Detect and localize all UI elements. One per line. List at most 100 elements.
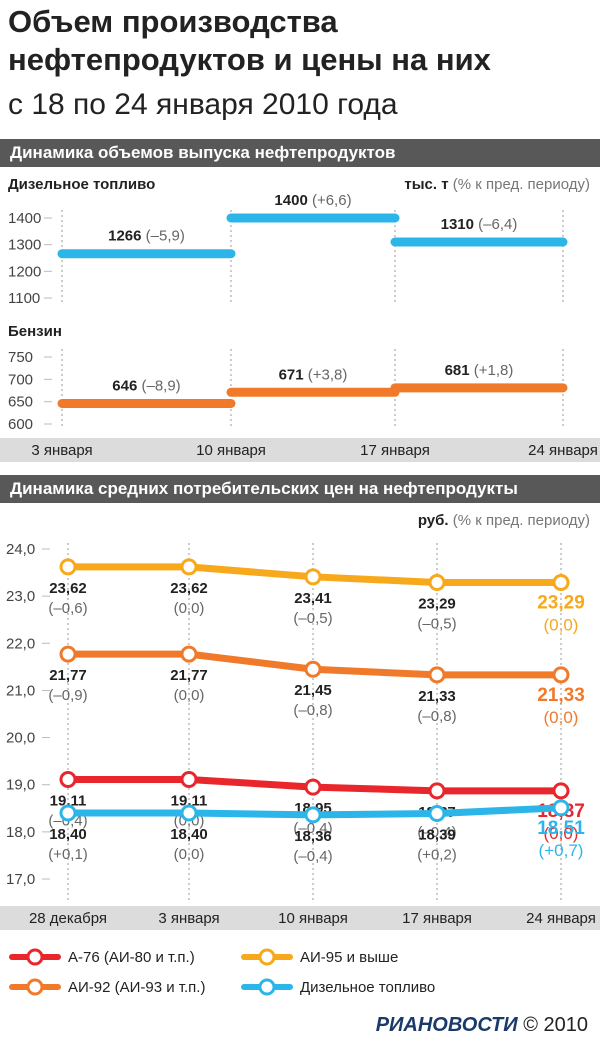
price-y-tick: 17,0 — [6, 871, 35, 888]
section2-header: Динамика средних потребительских цен на … — [0, 475, 600, 503]
price-change-label-ai92: (0,0) — [174, 687, 205, 704]
price-value-label-ai95: 23,29 — [418, 595, 456, 612]
price-point-diesel — [304, 806, 322, 824]
diesel-volume-step-label: 1400 (+6,6) — [274, 192, 351, 209]
price-value-label-ai95: 23,62 — [170, 580, 208, 597]
price-point-ai92 — [552, 666, 570, 684]
price-change-label-ai92: (–0,8) — [293, 702, 332, 719]
price-units: руб. (% к пред. периоду) — [418, 512, 590, 529]
gasoline-volume-title: Бензин — [8, 323, 62, 340]
price-point-ai92 — [180, 645, 198, 663]
price-change-label-ai95: (–0,6) — [48, 600, 87, 617]
price-value-label-a76: 19,11 — [50, 793, 87, 810]
legend-marker-ai95 — [258, 948, 276, 966]
legend-label-ai95: АИ-95 и выше — [300, 949, 398, 966]
price-change-label-ai95: (–0,5) — [293, 610, 332, 627]
price-x-tick: 28 декабря — [29, 910, 107, 927]
price-point-ai95 — [180, 558, 198, 576]
price-value-label-diesel: 18,40 — [170, 826, 208, 843]
price-point-ai92 — [59, 645, 77, 663]
gasoline-volume-step-label: 671 (+3,8) — [279, 366, 348, 383]
gasoline-volume-y-tick: 750 — [8, 349, 33, 366]
price-value-label-ai95: 23,62 — [49, 580, 87, 597]
price-value-label-diesel: 18,39 — [418, 826, 456, 843]
section1-header: Динамика объемов выпуска нефтепродуктов — [0, 139, 600, 167]
volume-units: тыс. т (% к пред. периоду) — [404, 176, 590, 193]
price-value-label-ai92: 21,45 — [294, 682, 332, 699]
diesel-volume-change-label: (–5,9) — [142, 228, 185, 245]
price-value-label-ai92: 21,33 — [418, 688, 456, 705]
diesel-volume-y-tick: 1100 — [8, 290, 40, 307]
diesel-volume-y-tick: 1400 — [8, 210, 41, 227]
diesel-volume-value-label: 1266 — [108, 228, 141, 245]
legend-marker-diesel — [258, 978, 276, 996]
price-change-label-ai92: (0,0) — [544, 708, 579, 727]
footer: РИАНОВОСТИ © 2010 — [376, 1014, 588, 1037]
diesel-volume-change-label: (–6,4) — [474, 216, 517, 233]
gasoline-volume-y-tick: 600 — [8, 416, 33, 433]
price-point-ai92 — [304, 660, 322, 678]
gasoline-volume-value-label: 646 — [112, 377, 137, 394]
volume-x-tick: 10 января — [196, 442, 266, 459]
price-point-a76 — [180, 771, 198, 789]
gasoline-volume-y-tick: 650 — [8, 394, 33, 411]
price-change-label-a76: (0,0) — [544, 824, 579, 843]
price-x-axis-band — [0, 906, 600, 930]
price-change-label-diesel: (–0,4) — [293, 848, 332, 865]
price-y-tick: 18,0 — [6, 824, 35, 841]
price-change-label-ai95: (0,0) — [544, 615, 579, 634]
price-y-tick: 21,0 — [6, 682, 35, 699]
price-value-label-ai95: 23,29 — [537, 592, 585, 613]
diesel-volume-value-label: 1400 — [274, 192, 307, 209]
title-line-2: нефтепродуктов и цены на них — [8, 42, 491, 77]
price-x-tick: 17 января — [402, 910, 472, 927]
volume-x-tick: 17 января — [360, 442, 430, 459]
gasoline-volume-change-label: (+3,8) — [304, 366, 348, 383]
price-value-label-ai92: 21,77 — [170, 667, 208, 684]
price-value-label-diesel: 18,51 — [537, 818, 585, 839]
legend-label-diesel: Дизельное топливо — [300, 979, 435, 996]
price-units-note: (% к пред. периоду) — [452, 512, 590, 529]
price-point-diesel — [552, 799, 570, 817]
diesel-volume-change-label: (+6,6) — [308, 192, 352, 209]
gasoline-volume-value-label: 681 — [445, 362, 470, 379]
price-y-tick: 20,0 — [6, 730, 35, 747]
price-point-a76 — [59, 771, 77, 789]
price-value-label-ai95: 23,41 — [294, 590, 332, 607]
price-y-tick: 19,0 — [6, 777, 35, 794]
copyright: © 2010 — [523, 1014, 588, 1036]
legend-label-ai92: АИ-92 (АИ-93 и т.п.) — [68, 979, 205, 996]
title-line-3: с 18 по 24 января 2010 года — [8, 88, 398, 121]
price-y-tick: 24,0 — [6, 541, 35, 558]
price-change-label-diesel: (+0,2) — [417, 846, 457, 863]
price-point-a76 — [428, 782, 446, 800]
volume-units-note: (% к пред. периоду) — [452, 176, 590, 193]
price-y-tick: 23,0 — [6, 588, 35, 605]
title-line-1: Объем производства — [8, 4, 338, 39]
diesel-volume-step-label: 1310 (–6,4) — [441, 216, 518, 233]
price-point-ai95 — [59, 558, 77, 576]
volume-units-label: тыс. т — [404, 176, 449, 193]
price-point-diesel — [428, 804, 446, 822]
price-change-label-ai95: (0,0) — [174, 600, 205, 617]
price-value-label-diesel: 18,36 — [294, 828, 332, 845]
price-value-label-a76: 19,11 — [171, 793, 208, 810]
price-units-label: руб. — [417, 512, 449, 529]
volume-x-tick: 24 января — [528, 442, 598, 459]
price-y-tick: 22,0 — [6, 635, 35, 652]
price-x-tick: 24 января — [526, 910, 596, 927]
price-value-label-diesel: 18,40 — [49, 826, 87, 843]
price-change-label-ai92: (–0,9) — [48, 687, 87, 704]
price-point-diesel — [59, 804, 77, 822]
price-change-label-ai92: (–0,8) — [417, 708, 456, 725]
diesel-volume-title: Дизельное топливо — [8, 176, 156, 193]
price-change-label-ai95: (–0,5) — [417, 615, 456, 632]
diesel-volume-step-label: 1266 (–5,9) — [108, 228, 185, 245]
price-point-ai95 — [428, 573, 446, 591]
legend-marker-ai92 — [26, 978, 44, 996]
price-point-diesel — [180, 804, 198, 822]
gasoline-volume-y-tick: 700 — [8, 371, 33, 388]
gasoline-volume-step-label: 646 (–8,9) — [112, 377, 180, 394]
price-point-ai95 — [304, 568, 322, 586]
